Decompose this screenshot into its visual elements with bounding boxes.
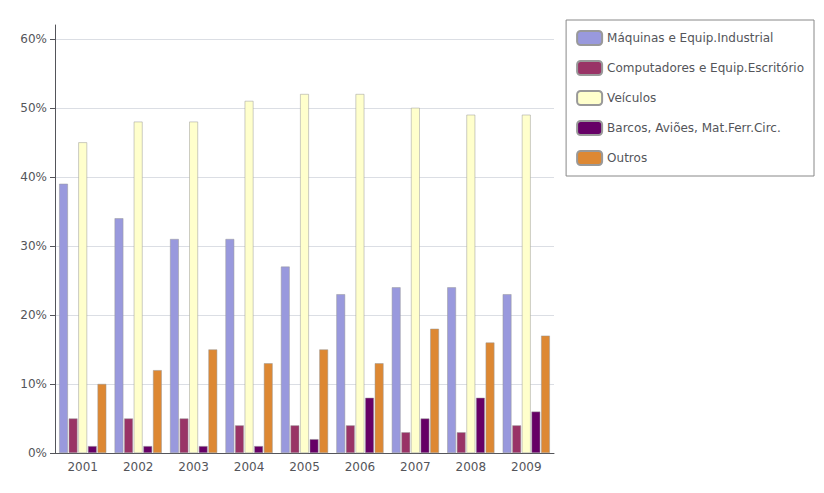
svg-text:2001: 2001 [67,460,98,474]
svg-text:30%: 30% [20,239,47,253]
svg-text:2005: 2005 [289,460,320,474]
svg-text:2009: 2009 [511,460,542,474]
svg-text:2008: 2008 [456,460,487,474]
svg-text:2004: 2004 [234,460,265,474]
svg-text:60%: 60% [20,32,47,46]
svg-text:2003: 2003 [178,460,209,474]
svg-text:40%: 40% [20,170,47,184]
svg-text:50%: 50% [20,101,47,115]
svg-text:10%: 10% [20,377,47,391]
svg-text:Veículos: Veículos [607,91,656,105]
svg-text:2007: 2007 [400,460,431,474]
svg-text:Outros: Outros [607,151,647,165]
svg-text:Máquinas e Equip.Industrial: Máquinas e Equip.Industrial [607,31,773,45]
svg-text:20%: 20% [20,308,47,322]
svg-text:Barcos, Aviões, Mat.Ferr.Circ.: Barcos, Aviões, Mat.Ferr.Circ. [607,121,781,135]
svg-text:Computadores e Equip.Escritóri: Computadores e Equip.Escritório [607,61,804,75]
svg-text:2006: 2006 [345,460,376,474]
svg-text:0%: 0% [28,446,47,460]
svg-text:2002: 2002 [123,460,154,474]
